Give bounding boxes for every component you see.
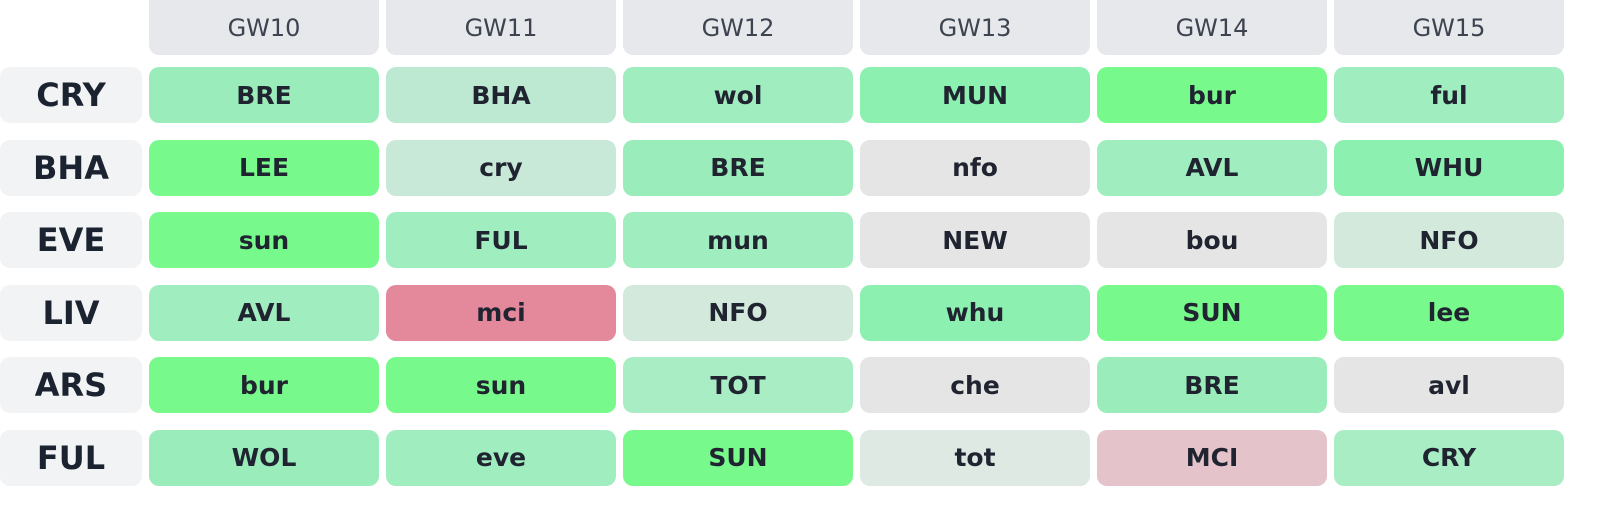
team-label-bha: BHA [0,139,142,196]
fixture-cell[interactable]: mci [386,284,616,341]
fixture-cell[interactable]: wol [623,67,853,123]
fixture-cell[interactable]: BRE [1097,357,1327,413]
team-label-ful: FUL [0,429,142,486]
fixture-cell[interactable]: eve [386,429,616,486]
fixture-cell[interactable]: SUN [1097,284,1327,341]
gameweek-header-gw12: GW12 [623,0,853,55]
gameweek-header-gw13: GW13 [860,0,1090,55]
fixture-cell[interactable]: WOL [149,429,379,486]
fixture-cell[interactable]: cry [386,139,616,196]
team-label-ars: ARS [0,357,142,413]
fixture-cell[interactable]: avl [1334,357,1564,413]
fixture-cell[interactable]: MCI [1097,429,1327,486]
fixture-cell[interactable]: BRE [149,67,379,123]
fixture-cell[interactable]: MUN [860,67,1090,123]
fixture-cell[interactable]: TOT [623,357,853,413]
fixture-cell[interactable]: lee [1334,284,1564,341]
fixture-cell[interactable]: sun [149,212,379,268]
gameweek-header-gw10: GW10 [149,0,379,55]
fixture-cell[interactable]: che [860,357,1090,413]
fixture-cell[interactable]: bur [1097,67,1327,123]
fixture-cell[interactable]: NFO [1334,212,1564,268]
fixture-cell[interactable]: NFO [623,284,853,341]
fixture-cell[interactable]: ful [1334,67,1564,123]
fixture-cell[interactable]: CRY [1334,429,1564,486]
gameweek-header-gw14: GW14 [1097,0,1327,55]
team-label-cry: CRY [0,67,142,123]
fixture-cell[interactable]: BRE [623,139,853,196]
fixture-cell[interactable]: AVL [149,284,379,341]
fixture-cell[interactable]: bou [1097,212,1327,268]
fixture-cell[interactable]: whu [860,284,1090,341]
fixture-cell[interactable]: BHA [386,67,616,123]
fixture-cell[interactable]: tot [860,429,1090,486]
team-label-liv: LIV [0,284,142,341]
fixture-cell[interactable]: FUL [386,212,616,268]
fixture-cell[interactable]: mun [623,212,853,268]
fixture-cell[interactable]: SUN [623,429,853,486]
fixture-cell[interactable]: AVL [1097,139,1327,196]
fixture-cell[interactable]: LEE [149,139,379,196]
fixture-cell[interactable]: bur [149,357,379,413]
gameweek-header-gw11: GW11 [386,0,616,55]
fixture-cell[interactable]: nfo [860,139,1090,196]
fixture-cell[interactable]: sun [386,357,616,413]
fixture-cell[interactable]: WHU [1334,139,1564,196]
team-label-eve: EVE [0,212,142,268]
gameweek-header-gw15: GW15 [1334,0,1564,55]
fixture-cell[interactable]: NEW [860,212,1090,268]
